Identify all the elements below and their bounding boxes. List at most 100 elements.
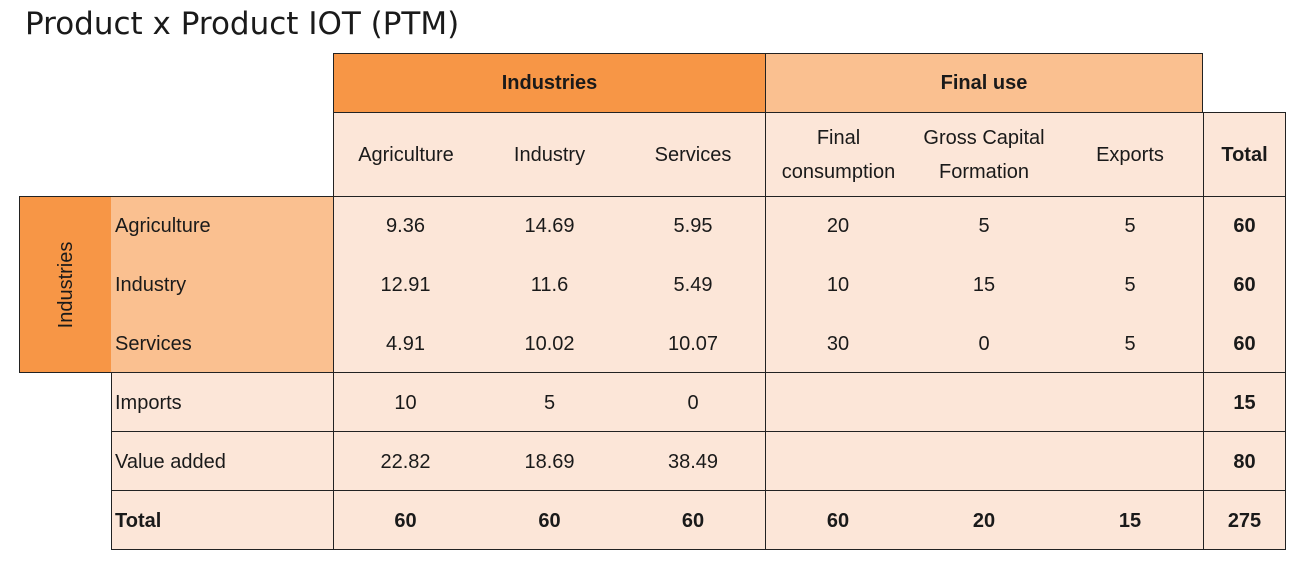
table-cell: 4.91 (333, 314, 478, 373)
table-cell: 15 (1057, 491, 1203, 550)
col-header-exports: Exports (1057, 112, 1203, 196)
divider-v-2 (765, 53, 766, 550)
table-cell: 20 (765, 196, 911, 255)
col-header-total: Total (1203, 112, 1286, 196)
row-label: Services (111, 314, 333, 373)
table-cell: 10.02 (478, 314, 621, 373)
table-cell (1057, 432, 1203, 491)
table-cell-value: 5 (543, 391, 556, 414)
table-cell: 5 (1057, 196, 1203, 255)
col-header-gross-capital-formation: Gross Capital Formation (911, 112, 1057, 196)
col-header-total-label: Total (1221, 143, 1268, 166)
table-cell: 275 (1203, 491, 1286, 550)
table-cell (1057, 373, 1203, 432)
table-cell-value: 10.02 (524, 332, 575, 355)
table-cell-value: 14.69 (524, 214, 575, 237)
table-cell: 5 (1057, 255, 1203, 314)
table-cell-value: 20 (826, 214, 850, 237)
table-cell-value: 60 (681, 509, 705, 532)
table-cell-value: 60 (394, 509, 417, 532)
row-label-text: Services (115, 332, 192, 355)
table-cell-value: 60 (1233, 273, 1256, 296)
table-cell: 0 (621, 373, 765, 432)
table-cell (765, 373, 911, 432)
table-cell-value: 18.69 (524, 450, 575, 473)
table-cell: 0 (911, 314, 1057, 373)
divider-v-4 (1285, 112, 1286, 550)
row-labels-block (111, 196, 333, 373)
col-header-services-label: Services (654, 143, 732, 166)
table-cell-value: 5 (1124, 214, 1136, 237)
table-cell: 5 (911, 196, 1057, 255)
table-cell-value: 10 (826, 273, 850, 296)
divider-v-1 (333, 53, 334, 550)
table-cell-value: 5.49 (673, 273, 713, 296)
row-label: Agriculture (111, 196, 333, 255)
table-cell-value: 10.07 (667, 332, 719, 355)
table-cell-value: 0 (687, 391, 699, 414)
table-cell-value: 60 (826, 509, 850, 532)
col-header-industry: Industry (478, 112, 621, 196)
row-group-industries-label: Industries (54, 241, 77, 328)
row-label-text: Agriculture (115, 214, 211, 237)
table-cell-value: 5 (978, 214, 990, 237)
table-cell-value: 12.91 (380, 273, 431, 296)
table-cell: 5 (1057, 314, 1203, 373)
row-label: Total (111, 491, 333, 550)
table-cell: 12.91 (333, 255, 478, 314)
table-cell: 30 (765, 314, 911, 373)
table-cell: 5.49 (621, 255, 765, 314)
divider-h-2 (19, 372, 1286, 373)
col-header-final-consumption-line1: Final (816, 126, 861, 149)
table-cell: 11.6 (478, 255, 621, 314)
table-cell-value: 11.6 (530, 273, 569, 296)
table-cell: 10 (765, 255, 911, 314)
table-cell-value: 60 (1233, 214, 1256, 237)
table-cell: 10 (333, 373, 478, 432)
table-cell-value: 10 (394, 391, 417, 414)
row-label-text: Value added (115, 450, 226, 473)
row-label: Industry (111, 255, 333, 314)
table-cell: 60 (765, 491, 911, 550)
table-cell-value: 0 (978, 332, 990, 355)
header-final-use-group: Final use (765, 53, 1203, 112)
row-label: Imports (111, 373, 333, 432)
header-industries-group: Industries (333, 53, 765, 112)
table-cell: 9.36 (333, 196, 478, 255)
header-industries-group-label: Industries (501, 72, 598, 94)
row-label-text: Total (115, 509, 162, 532)
table-cell: 80 (1203, 432, 1286, 491)
table-cell (911, 373, 1057, 432)
col-header-industry-label: Industry (513, 143, 586, 166)
table-cell: 5 (478, 373, 621, 432)
table-cell: 14.69 (478, 196, 621, 255)
table-cell: 38.49 (621, 432, 765, 491)
divider-h-1 (19, 196, 1286, 197)
table-cell-value: 5 (1124, 273, 1136, 296)
table-cell-value: 30 (826, 332, 850, 355)
divider-v-3 (1203, 112, 1204, 550)
table-cell-value: 22.82 (380, 450, 431, 473)
col-header-gcf-line1: Gross Capital (923, 126, 1045, 149)
table-cell: 22.82 (333, 432, 478, 491)
divider-h-4 (111, 490, 1286, 491)
row-label-text: Imports (115, 391, 182, 414)
col-header-final-consumption-line2: consumption (781, 160, 896, 183)
divider-h-3 (111, 431, 1286, 432)
table-cell-value: 4.91 (386, 332, 425, 355)
table-cell-value: 15 (972, 273, 996, 296)
header-final-use-group-label: Final use (940, 72, 1028, 94)
col-header-exports-label: Exports (1096, 143, 1164, 166)
table-cell-value: 20 (972, 509, 996, 532)
table-cell: 5.95 (621, 196, 765, 255)
table-cell: 18.69 (478, 432, 621, 491)
table-cell: 60 (621, 491, 765, 550)
row-label: Value added (111, 432, 333, 491)
table-cell: 60 (478, 491, 621, 550)
col-header-agriculture: Agriculture (333, 112, 478, 196)
row-group-industries: Industries (19, 196, 111, 373)
table-cell: 20 (911, 491, 1057, 550)
table-cell: 60 (1203, 314, 1286, 373)
table-cell (911, 432, 1057, 491)
table-cell-value: 15 (1233, 391, 1256, 414)
